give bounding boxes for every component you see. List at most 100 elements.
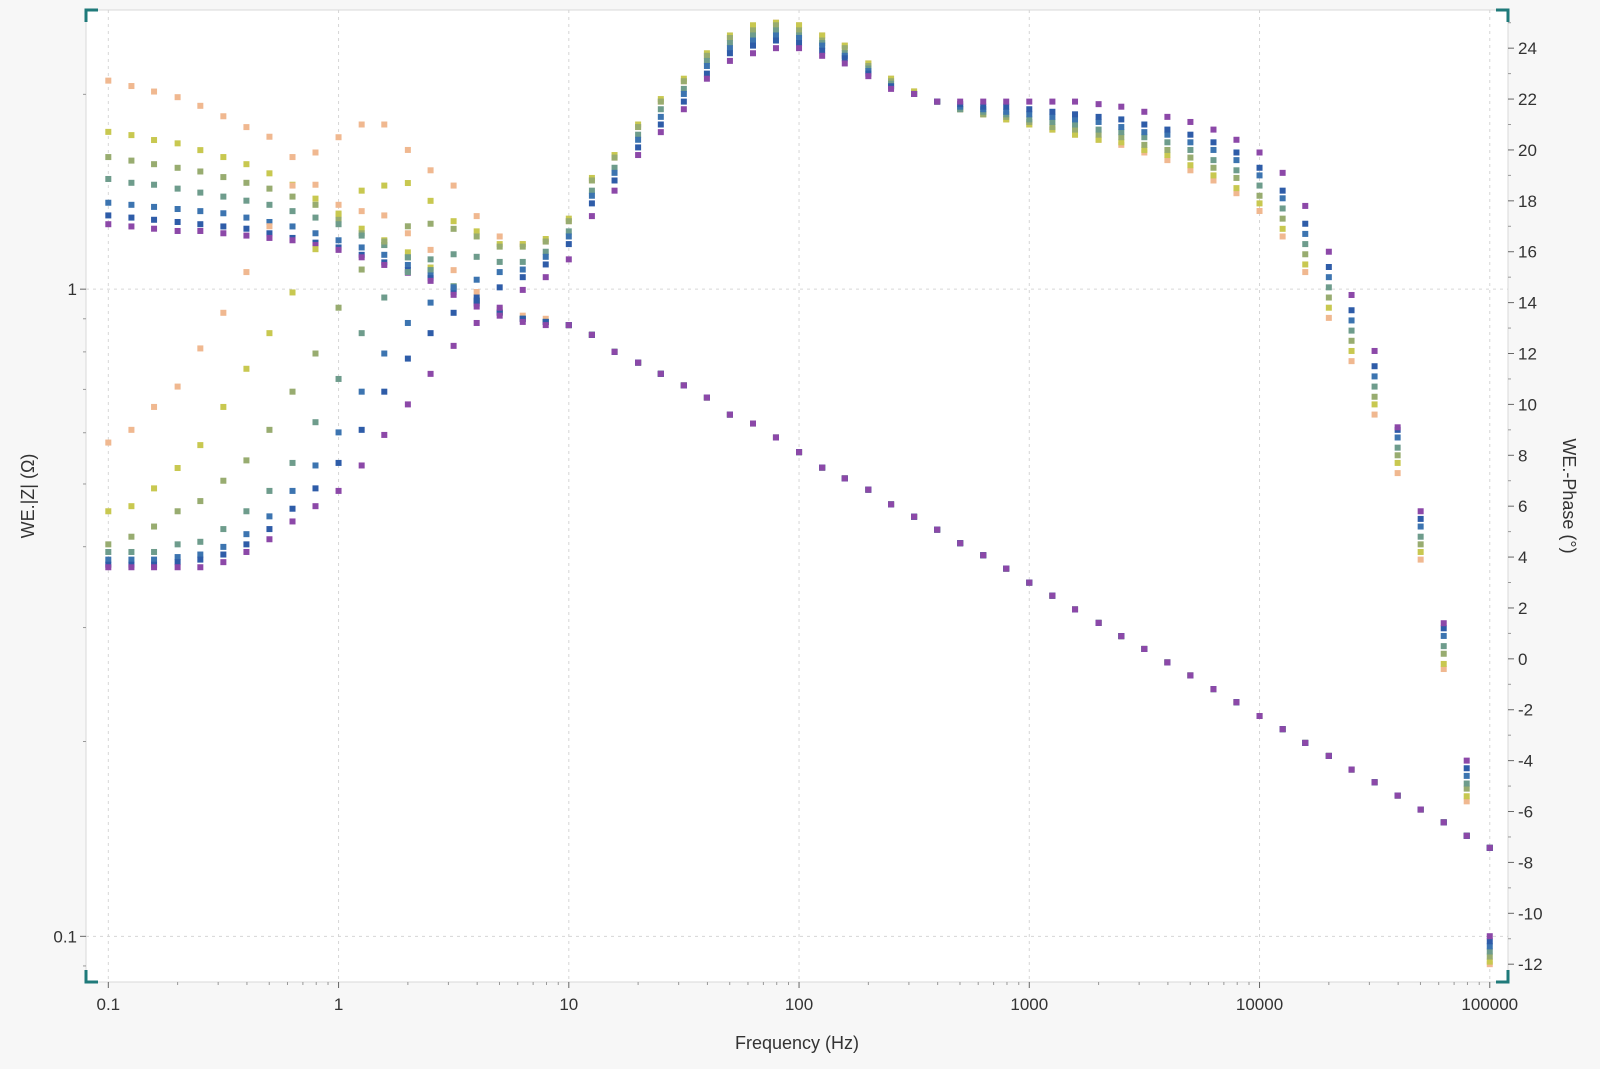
phase-point bbox=[197, 345, 204, 352]
phase-point bbox=[1210, 164, 1217, 171]
y-right-tick-label: -2 bbox=[1518, 701, 1533, 720]
phase-point bbox=[473, 253, 480, 260]
impedance-point bbox=[450, 291, 457, 298]
phase-point bbox=[1256, 192, 1263, 199]
phase-point bbox=[772, 45, 779, 52]
phase-point bbox=[957, 98, 964, 105]
phase-point bbox=[1394, 470, 1401, 477]
phase-point bbox=[1187, 118, 1194, 125]
impedance-point bbox=[105, 128, 112, 135]
impedance-point bbox=[266, 170, 273, 177]
y-right-tick-label: -10 bbox=[1518, 904, 1543, 923]
phase-point bbox=[1348, 291, 1355, 298]
phase-point bbox=[450, 284, 457, 291]
phase-point bbox=[772, 37, 779, 44]
phase-point bbox=[174, 383, 181, 390]
phase-point bbox=[312, 246, 319, 253]
phase-point bbox=[243, 531, 250, 538]
phase-point bbox=[312, 503, 319, 510]
impedance-point bbox=[243, 197, 250, 204]
phase-point bbox=[726, 50, 733, 57]
impedance-point bbox=[174, 227, 181, 234]
impedance-point bbox=[358, 254, 365, 261]
phase-point bbox=[151, 564, 158, 571]
impedance-point bbox=[427, 277, 434, 284]
phase-point bbox=[680, 98, 687, 105]
phase-point bbox=[496, 269, 503, 276]
impedance-point bbox=[312, 214, 319, 221]
phase-point bbox=[1072, 111, 1079, 118]
phase-point bbox=[243, 541, 250, 548]
impedance-point bbox=[335, 237, 342, 244]
phase-point bbox=[635, 152, 642, 159]
phase-point bbox=[519, 266, 526, 273]
phase-point bbox=[381, 350, 388, 357]
impedance-point bbox=[404, 249, 411, 256]
impedance-point bbox=[243, 161, 250, 168]
phase-point bbox=[450, 182, 457, 189]
y-right-tick-label: 14 bbox=[1518, 294, 1537, 313]
phase-point bbox=[1302, 251, 1309, 258]
impedance-point bbox=[128, 214, 135, 221]
phase-point bbox=[1233, 174, 1240, 181]
phase-point bbox=[105, 508, 112, 515]
impedance-point bbox=[197, 208, 204, 215]
y-right-tick-label: 4 bbox=[1518, 548, 1527, 567]
phase-point bbox=[1417, 533, 1424, 540]
impedance-point bbox=[220, 223, 227, 230]
phase-point bbox=[588, 177, 595, 184]
y-left-axis-title: WE.|Z| (Ω) bbox=[18, 454, 38, 539]
phase-point bbox=[1279, 187, 1286, 194]
impedance-point bbox=[174, 164, 181, 171]
impedance-point bbox=[381, 242, 388, 249]
impedance-point bbox=[1302, 739, 1309, 746]
impedance-point bbox=[427, 246, 434, 253]
impedance-point bbox=[565, 322, 572, 329]
phase-point bbox=[635, 136, 642, 143]
phase-point bbox=[358, 187, 365, 194]
phase-point bbox=[1486, 948, 1493, 955]
phase-point bbox=[1371, 393, 1378, 400]
x-tick-label: 0.1 bbox=[96, 995, 120, 1014]
phase-point bbox=[450, 218, 457, 225]
phase-point bbox=[473, 276, 480, 283]
phase-point bbox=[243, 548, 250, 555]
x-tick-label: 10000 bbox=[1236, 995, 1283, 1014]
impedance-point bbox=[957, 540, 964, 547]
phase-point bbox=[1164, 139, 1171, 146]
phase-point bbox=[151, 523, 158, 530]
phase-point bbox=[796, 40, 803, 47]
phase-point bbox=[1486, 953, 1493, 960]
impedance-point bbox=[128, 132, 135, 139]
phase-point bbox=[289, 505, 296, 512]
phase-point bbox=[266, 426, 273, 433]
y-right-tick-label: -6 bbox=[1518, 803, 1533, 822]
phase-point bbox=[911, 90, 918, 97]
phase-point bbox=[243, 269, 250, 276]
phase-point bbox=[358, 426, 365, 433]
phase-point bbox=[1417, 541, 1424, 548]
impedance-point bbox=[220, 230, 227, 237]
phase-point bbox=[427, 197, 434, 204]
phase-point bbox=[1187, 146, 1194, 153]
phase-point bbox=[565, 218, 572, 225]
phase-point bbox=[128, 533, 135, 540]
phase-point bbox=[1141, 121, 1148, 128]
phase-point bbox=[657, 98, 664, 105]
phase-point bbox=[680, 106, 687, 113]
phase-point bbox=[1187, 167, 1194, 174]
phase-point bbox=[151, 556, 158, 563]
phase-point bbox=[266, 330, 273, 337]
y-right-tick-label: 10 bbox=[1518, 395, 1537, 414]
phase-point bbox=[105, 564, 112, 571]
phase-point bbox=[588, 213, 595, 220]
phase-point bbox=[1256, 172, 1263, 179]
impedance-point bbox=[358, 208, 365, 215]
impedance-point bbox=[128, 157, 135, 164]
phase-point bbox=[749, 27, 756, 34]
impedance-point bbox=[312, 242, 319, 249]
impedance-point bbox=[358, 225, 365, 232]
impedance-point bbox=[703, 394, 710, 401]
axes: 0.1 1 10 100 1000 10000 1000000.11242220181614… bbox=[53, 8, 1543, 1014]
